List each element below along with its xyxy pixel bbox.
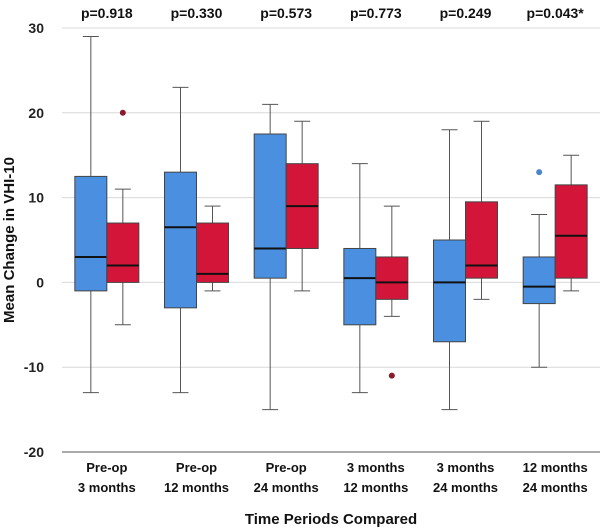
box-second-series bbox=[106, 109, 140, 326]
y-tick-label: 20 bbox=[28, 105, 44, 121]
box-group bbox=[433, 120, 498, 411]
box-iqr bbox=[343, 247, 377, 326]
box-first-series bbox=[253, 103, 287, 411]
box-iqr bbox=[253, 133, 287, 279]
box-second-series bbox=[375, 205, 409, 379]
y-tick-label: -10 bbox=[24, 359, 44, 375]
outlier-point bbox=[536, 169, 543, 176]
box-iqr bbox=[375, 256, 409, 300]
y-axis-title: Mean Change in VHI-10 bbox=[1, 157, 18, 323]
box-group bbox=[522, 154, 588, 368]
box-first-series bbox=[433, 129, 466, 411]
p-value-label: p=0.773 bbox=[350, 5, 402, 21]
box-iqr bbox=[433, 239, 466, 343]
box-iqr bbox=[554, 184, 588, 279]
box-group bbox=[164, 86, 229, 394]
box-iqr bbox=[522, 256, 556, 305]
x-category-label-line2: 24 months bbox=[254, 480, 319, 495]
box-iqr bbox=[74, 175, 108, 292]
y-tick-label: -20 bbox=[24, 444, 44, 460]
box-iqr bbox=[106, 222, 140, 283]
x-category-label-line1: 12 months bbox=[523, 460, 588, 475]
box-first-series bbox=[343, 163, 377, 394]
p-value-label: p=0.330 bbox=[171, 5, 223, 21]
x-category-label-line1: 3 months bbox=[437, 460, 495, 475]
x-axis-category-labels: Pre-op 3 months Pre-op 12 months Pre-op 24 mo… bbox=[78, 460, 588, 495]
x-category-label-line2: 24 months bbox=[523, 480, 588, 495]
x-category-label-line1: Pre-op bbox=[266, 460, 307, 475]
y-tick-label: 10 bbox=[28, 190, 44, 206]
x-category-label-line2: 12 months bbox=[343, 480, 408, 495]
box-iqr bbox=[196, 222, 229, 283]
p-value-label: p=0.573 bbox=[260, 5, 312, 21]
p-value-label: p=0.918 bbox=[81, 5, 133, 21]
box-iqr bbox=[465, 201, 498, 279]
box-second-series bbox=[196, 205, 229, 292]
box-group bbox=[343, 163, 409, 394]
p-value-label: p=0.043* bbox=[527, 5, 585, 21]
x-category-label-line1: Pre-op bbox=[86, 460, 127, 475]
x-category-label-line2: 3 months bbox=[78, 480, 136, 495]
x-category-label-line2: 12 months bbox=[164, 480, 229, 495]
gridlines bbox=[62, 27, 600, 368]
y-axis-ticks: -20 -10 0 10 20 30 bbox=[24, 20, 44, 460]
p-value-labels: p=0.918 p=0.330 p=0.573 p=0.773 p=0.249 p=0.0… bbox=[81, 5, 584, 21]
y-tick-label: 0 bbox=[36, 274, 44, 290]
box-second-series bbox=[465, 120, 498, 300]
p-value-label: p=0.249 bbox=[440, 5, 492, 21]
box-second-series bbox=[554, 154, 588, 292]
box-first-series bbox=[74, 35, 108, 394]
x-category-label-line1: Pre-op bbox=[176, 460, 217, 475]
box-group bbox=[74, 35, 140, 394]
box-first-series bbox=[164, 86, 197, 394]
box-plots bbox=[74, 35, 588, 411]
outlier-point bbox=[388, 372, 395, 379]
x-category-label-line1: 3 months bbox=[347, 460, 405, 475]
y-tick-label: 30 bbox=[28, 20, 44, 36]
x-axis-title: Time Periods Compared bbox=[245, 511, 417, 528]
box-iqr bbox=[164, 171, 197, 309]
box-second-series bbox=[285, 120, 319, 292]
box-group bbox=[253, 103, 319, 411]
box-first-series bbox=[522, 169, 556, 368]
outlier-point bbox=[119, 109, 126, 116]
x-category-label-line2: 24 months bbox=[433, 480, 498, 495]
